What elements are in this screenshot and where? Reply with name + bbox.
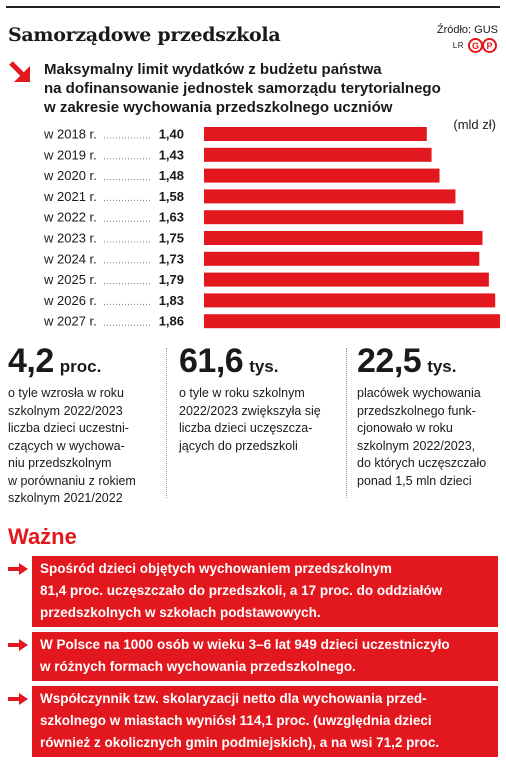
bar: [204, 231, 483, 245]
bar: [204, 127, 427, 141]
bar: [204, 210, 464, 225]
value-label: 1,73: [159, 251, 184, 266]
value-label: 1,40: [159, 127, 184, 142]
subtitle-line: Maksymalny limit wydatków z budżetu pańs…: [44, 61, 382, 78]
fact-line: liczba dzieci uczęszcza-: [179, 421, 313, 435]
fact-line: szkolnym 2022/2023,: [357, 438, 476, 453]
fact-card: 22,5 tys. placówek wychowania przedszkol…: [357, 342, 502, 490]
fact-line: o tyle wzrosła w roku: [8, 386, 125, 400]
fact-card: 61,6 tys. o tyle w roku szkolnym 2022/20…: [179, 342, 344, 455]
category-label: w 2020 r.: [43, 168, 97, 183]
fact-number: 22,5: [357, 342, 422, 380]
subtitle-line: na dofinansowanie jednostek samorządu te…: [44, 80, 441, 97]
publisher-logo-icon: G P: [468, 38, 497, 53]
value-label: 1,86: [159, 314, 184, 329]
source-note: Źródło: GUS: [436, 24, 498, 36]
fact-suffix: proc.: [59, 357, 102, 376]
value-label: 1,63: [159, 210, 184, 225]
svg-text:G: G: [472, 41, 479, 51]
arrow-down-right-icon: [9, 61, 30, 82]
important-heading: Ważne: [8, 524, 77, 549]
category-label: w 2026 r.: [43, 293, 97, 308]
category-label: w 2027 r.: [43, 314, 97, 329]
note-line: Spośród dzieci objętych wychowaniem prze…: [40, 561, 392, 576]
author-initials: LR: [452, 41, 464, 50]
fact-line: czących w wychowa-: [8, 438, 125, 453]
note-box: W Polsce na 1000 osób w wieku 3–6 lat 94…: [32, 632, 498, 681]
category-label: w 2021 r.: [43, 189, 97, 204]
category-label: w 2024 r.: [43, 251, 97, 266]
note-box: Spośród dzieci objętych wychowaniem prze…: [32, 556, 498, 627]
divider: [166, 348, 167, 498]
key-facts: 4,2 proc. o tyle wzrosła w roku szkolnym…: [0, 342, 506, 512]
fact-suffix: tys.: [249, 357, 279, 376]
subtitle-line: w zakresie wychowania przedszkolnego ucz…: [44, 99, 393, 116]
fact-line: w porównaniu z rokiem: [8, 473, 136, 488]
arrow-right-icon: [8, 563, 28, 575]
bar: [204, 168, 440, 183]
divider: [346, 348, 347, 498]
fact-description: placówek wychowania przedszkolnego funk-…: [357, 385, 502, 490]
chart-subtitle: Maksymalny limit wydatków z budżetu pańs…: [44, 60, 464, 117]
note-line: 81,4 proc. uczęszczało do przedszkoli, a…: [40, 583, 443, 598]
category-label: w 2019 r.: [43, 147, 97, 162]
credit: LR G P: [453, 38, 498, 53]
fact-suffix: tys.: [427, 357, 457, 376]
category-label: w 2023 r.: [43, 231, 97, 246]
fact-line: szkolnym 2022/2023: [8, 403, 123, 418]
note-line: w różnych formach wychowania przedszkoln…: [40, 659, 356, 674]
bar-chart: w 2018 r. 1,40 w 2019 r. 1,43 w 2020 r. 1,48 w…: [43, 127, 500, 329]
fact-description: o tyle wzrosła w roku szkolnym 2022/2023…: [8, 385, 168, 508]
fact-line: do których uczęszczało: [357, 456, 487, 470]
category-label: w 2025 r.: [43, 272, 97, 287]
fact-line: szkolnym 2021/2022: [8, 491, 123, 505]
category-label: w 2022 r.: [43, 210, 97, 225]
important-note: Współczynnik tzw. skolaryzacji netto dla…: [8, 686, 498, 757]
fact-line: o tyle w roku szkolnym: [179, 386, 305, 400]
note-line: W Polsce na 1000 osób w wieku 3–6 lat 94…: [40, 637, 450, 652]
value-label: 1,48: [159, 168, 184, 183]
note-line: Współczynnik tzw. skolaryzacji netto dla…: [40, 691, 427, 706]
bar: [204, 272, 489, 287]
fact-line: 2022/2023 zwiększyła się: [179, 403, 321, 418]
important-note: Spośród dzieci objętych wychowaniem prze…: [8, 556, 498, 627]
category-label: w 2018 r.: [43, 127, 97, 142]
fact-line: cjonowało w roku: [357, 421, 453, 435]
bar: [204, 293, 496, 308]
fact-description: o tyle w roku szkolnym 2022/2023 zwiększ…: [179, 385, 344, 455]
bar: [204, 314, 500, 329]
value-label: 1,58: [159, 189, 184, 204]
top-rule: [6, 6, 500, 8]
value-label: 1,43: [159, 147, 184, 162]
bar: [204, 147, 432, 162]
bar: [204, 189, 456, 204]
svg-text:P: P: [486, 41, 492, 51]
note-line: przedszkolnych w szkołach podstawowych.: [40, 605, 321, 620]
arrow-right-icon: [8, 693, 28, 705]
fact-line: liczba dzieci uczestni-: [8, 421, 129, 435]
page-title: Samorządowe przedszkola: [8, 24, 281, 46]
note-box: Współczynnik tzw. skolaryzacji netto dla…: [32, 686, 498, 757]
fact-number: 4,2: [8, 342, 54, 380]
unit-label: (mld zł): [453, 117, 496, 132]
arrow-right-icon: [8, 639, 28, 651]
value-label: 1,83: [159, 293, 184, 308]
fact-line: niu przedszkolnym: [8, 456, 112, 470]
value-label: 1,79: [159, 272, 184, 287]
fact-line: placówek wychowania: [357, 386, 481, 400]
fact-number: 61,6: [179, 342, 244, 380]
note-line: również z okolicznych gmin podmiejskich)…: [40, 735, 440, 750]
bar: [204, 251, 480, 266]
fact-line: ponad 1,5 mln dzieci: [357, 473, 472, 488]
fact-line: jących do przedszkoli: [179, 438, 298, 453]
fact-line: przedszkolnego funk-: [357, 403, 476, 418]
note-line: szkolnego w miastach wyniósł 114,1 proc.…: [40, 713, 432, 728]
value-label: 1,75: [159, 231, 184, 246]
important-note: W Polsce na 1000 osób w wieku 3–6 lat 94…: [8, 632, 498, 681]
fact-card: 4,2 proc. o tyle wzrosła w roku szkolnym…: [8, 342, 168, 508]
